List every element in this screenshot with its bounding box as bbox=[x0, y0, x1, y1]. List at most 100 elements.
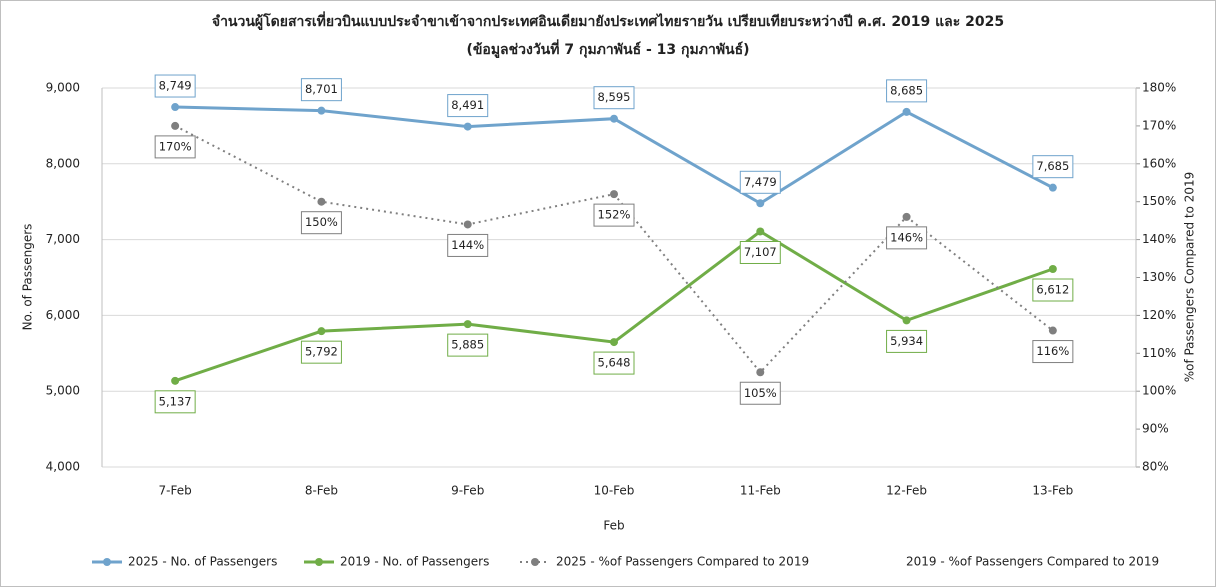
point bbox=[610, 190, 618, 199]
point bbox=[902, 107, 911, 116]
label-box bbox=[593, 86, 635, 110]
data-label: 8,685 bbox=[890, 83, 923, 97]
label-box bbox=[300, 78, 342, 102]
point bbox=[756, 368, 765, 377]
point bbox=[610, 114, 618, 123]
label-box bbox=[154, 74, 196, 98]
point bbox=[463, 220, 472, 229]
x-axis-label: Feb bbox=[603, 519, 624, 533]
label-box bbox=[447, 233, 489, 257]
y2-tick-label: 110% bbox=[1142, 346, 1176, 360]
label-box bbox=[154, 135, 196, 159]
point bbox=[1048, 326, 1057, 335]
point bbox=[463, 320, 472, 329]
y2-tick-label: 90% bbox=[1142, 422, 1169, 436]
point bbox=[171, 376, 180, 385]
data-label: 7,479 bbox=[744, 175, 777, 189]
y2-tick-label: 100% bbox=[1142, 384, 1176, 398]
y-tick-label: 6,000 bbox=[46, 308, 80, 322]
data-label: 5,792 bbox=[305, 345, 338, 359]
label-box bbox=[739, 240, 781, 264]
point bbox=[317, 197, 326, 206]
data-label: 116% bbox=[1036, 344, 1069, 358]
label-box bbox=[1032, 155, 1074, 179]
point bbox=[171, 103, 180, 112]
point bbox=[171, 121, 180, 130]
x-tick-label: 10-Feb bbox=[594, 484, 635, 498]
label-box bbox=[1032, 340, 1074, 364]
point bbox=[317, 106, 326, 115]
data-label: 7,685 bbox=[1036, 159, 1069, 173]
data-label: 170% bbox=[159, 139, 192, 153]
legend-marker bbox=[103, 558, 111, 566]
label-box bbox=[300, 340, 342, 364]
y-tick-label: 9,000 bbox=[46, 81, 80, 95]
point bbox=[756, 227, 765, 236]
data-label: 8,491 bbox=[451, 98, 484, 112]
y2-tick-label: 160% bbox=[1142, 156, 1176, 170]
point bbox=[610, 338, 618, 347]
x-tick-label: 12-Feb bbox=[886, 484, 927, 498]
y-tick-label: 5,000 bbox=[46, 384, 80, 398]
label-box bbox=[739, 381, 781, 405]
data-label: 105% bbox=[744, 386, 777, 400]
y2-axis-label: %of Passengers Compared to 2019 bbox=[1183, 172, 1197, 383]
data-label: 8,595 bbox=[598, 90, 631, 104]
y-axis-label: No. of Passengers bbox=[21, 224, 35, 331]
label-box bbox=[154, 390, 196, 414]
label-box bbox=[886, 79, 928, 103]
y-tick-label: 7,000 bbox=[46, 232, 80, 246]
y2-tick-label: 180% bbox=[1142, 81, 1176, 95]
data-label: 5,137 bbox=[159, 394, 192, 408]
y-tick-label: 4,000 bbox=[46, 460, 80, 474]
data-label: 5,885 bbox=[451, 338, 484, 352]
label-box bbox=[300, 211, 342, 235]
y2-tick-label: 120% bbox=[1142, 308, 1176, 322]
point bbox=[902, 316, 911, 325]
data-label: 152% bbox=[598, 208, 631, 222]
point bbox=[463, 122, 472, 131]
x-tick-label: 8-Feb bbox=[305, 484, 338, 498]
data-label: 8,701 bbox=[305, 82, 338, 96]
data-label: 146% bbox=[890, 230, 923, 244]
label-box bbox=[886, 329, 928, 353]
data-label: 5,934 bbox=[890, 334, 923, 348]
point bbox=[902, 212, 911, 221]
y2-tick-label: 130% bbox=[1142, 270, 1176, 284]
y-tick-label: 8,000 bbox=[46, 156, 80, 170]
legend-marker bbox=[531, 558, 539, 566]
label-box bbox=[447, 94, 489, 118]
label-box bbox=[886, 226, 928, 250]
y2-tick-label: 170% bbox=[1142, 118, 1176, 132]
y2-tick-label: 150% bbox=[1142, 194, 1176, 208]
label-box bbox=[1032, 278, 1074, 302]
data-label: 5,648 bbox=[598, 356, 631, 370]
point bbox=[317, 327, 326, 336]
x-tick-label: 7-Feb bbox=[159, 484, 192, 498]
label-box bbox=[447, 333, 489, 357]
y2-tick-label: 140% bbox=[1142, 232, 1176, 246]
legend-marker bbox=[315, 558, 323, 566]
chart-title: จำนวนผู้โดยสารเที่ยวบินแบบประจำขาเข้าจาก… bbox=[212, 11, 1004, 30]
legend-label: 2025 - No. of Passengers bbox=[128, 555, 277, 569]
data-label: 144% bbox=[451, 238, 484, 252]
chart-subtitle: (ข้อมูลช่วงวันที่ 7 กุมภาพันธ์ - 13 กุมภ… bbox=[466, 39, 749, 58]
legend-label: 2019 - %of Passengers Compared to 2019 bbox=[906, 555, 1159, 569]
data-label: 8,749 bbox=[159, 79, 192, 93]
point bbox=[756, 199, 765, 208]
y2-tick-label: 80% bbox=[1142, 460, 1169, 474]
point bbox=[1048, 183, 1057, 192]
label-box bbox=[593, 351, 635, 375]
data-label: 150% bbox=[305, 215, 338, 229]
legend-label: 2019 - No. of Passengers bbox=[340, 555, 489, 569]
legend-label: 2025 - %of Passengers Compared to 2019 bbox=[556, 555, 809, 569]
x-tick-label: 9-Feb bbox=[451, 484, 484, 498]
data-label: 7,107 bbox=[744, 245, 777, 259]
x-tick-label: 13-Feb bbox=[1032, 484, 1073, 498]
label-box bbox=[739, 170, 781, 194]
data-label: 6,612 bbox=[1036, 283, 1069, 297]
x-tick-label: 11-Feb bbox=[740, 484, 781, 498]
point bbox=[1048, 265, 1057, 274]
label-box bbox=[593, 203, 635, 227]
